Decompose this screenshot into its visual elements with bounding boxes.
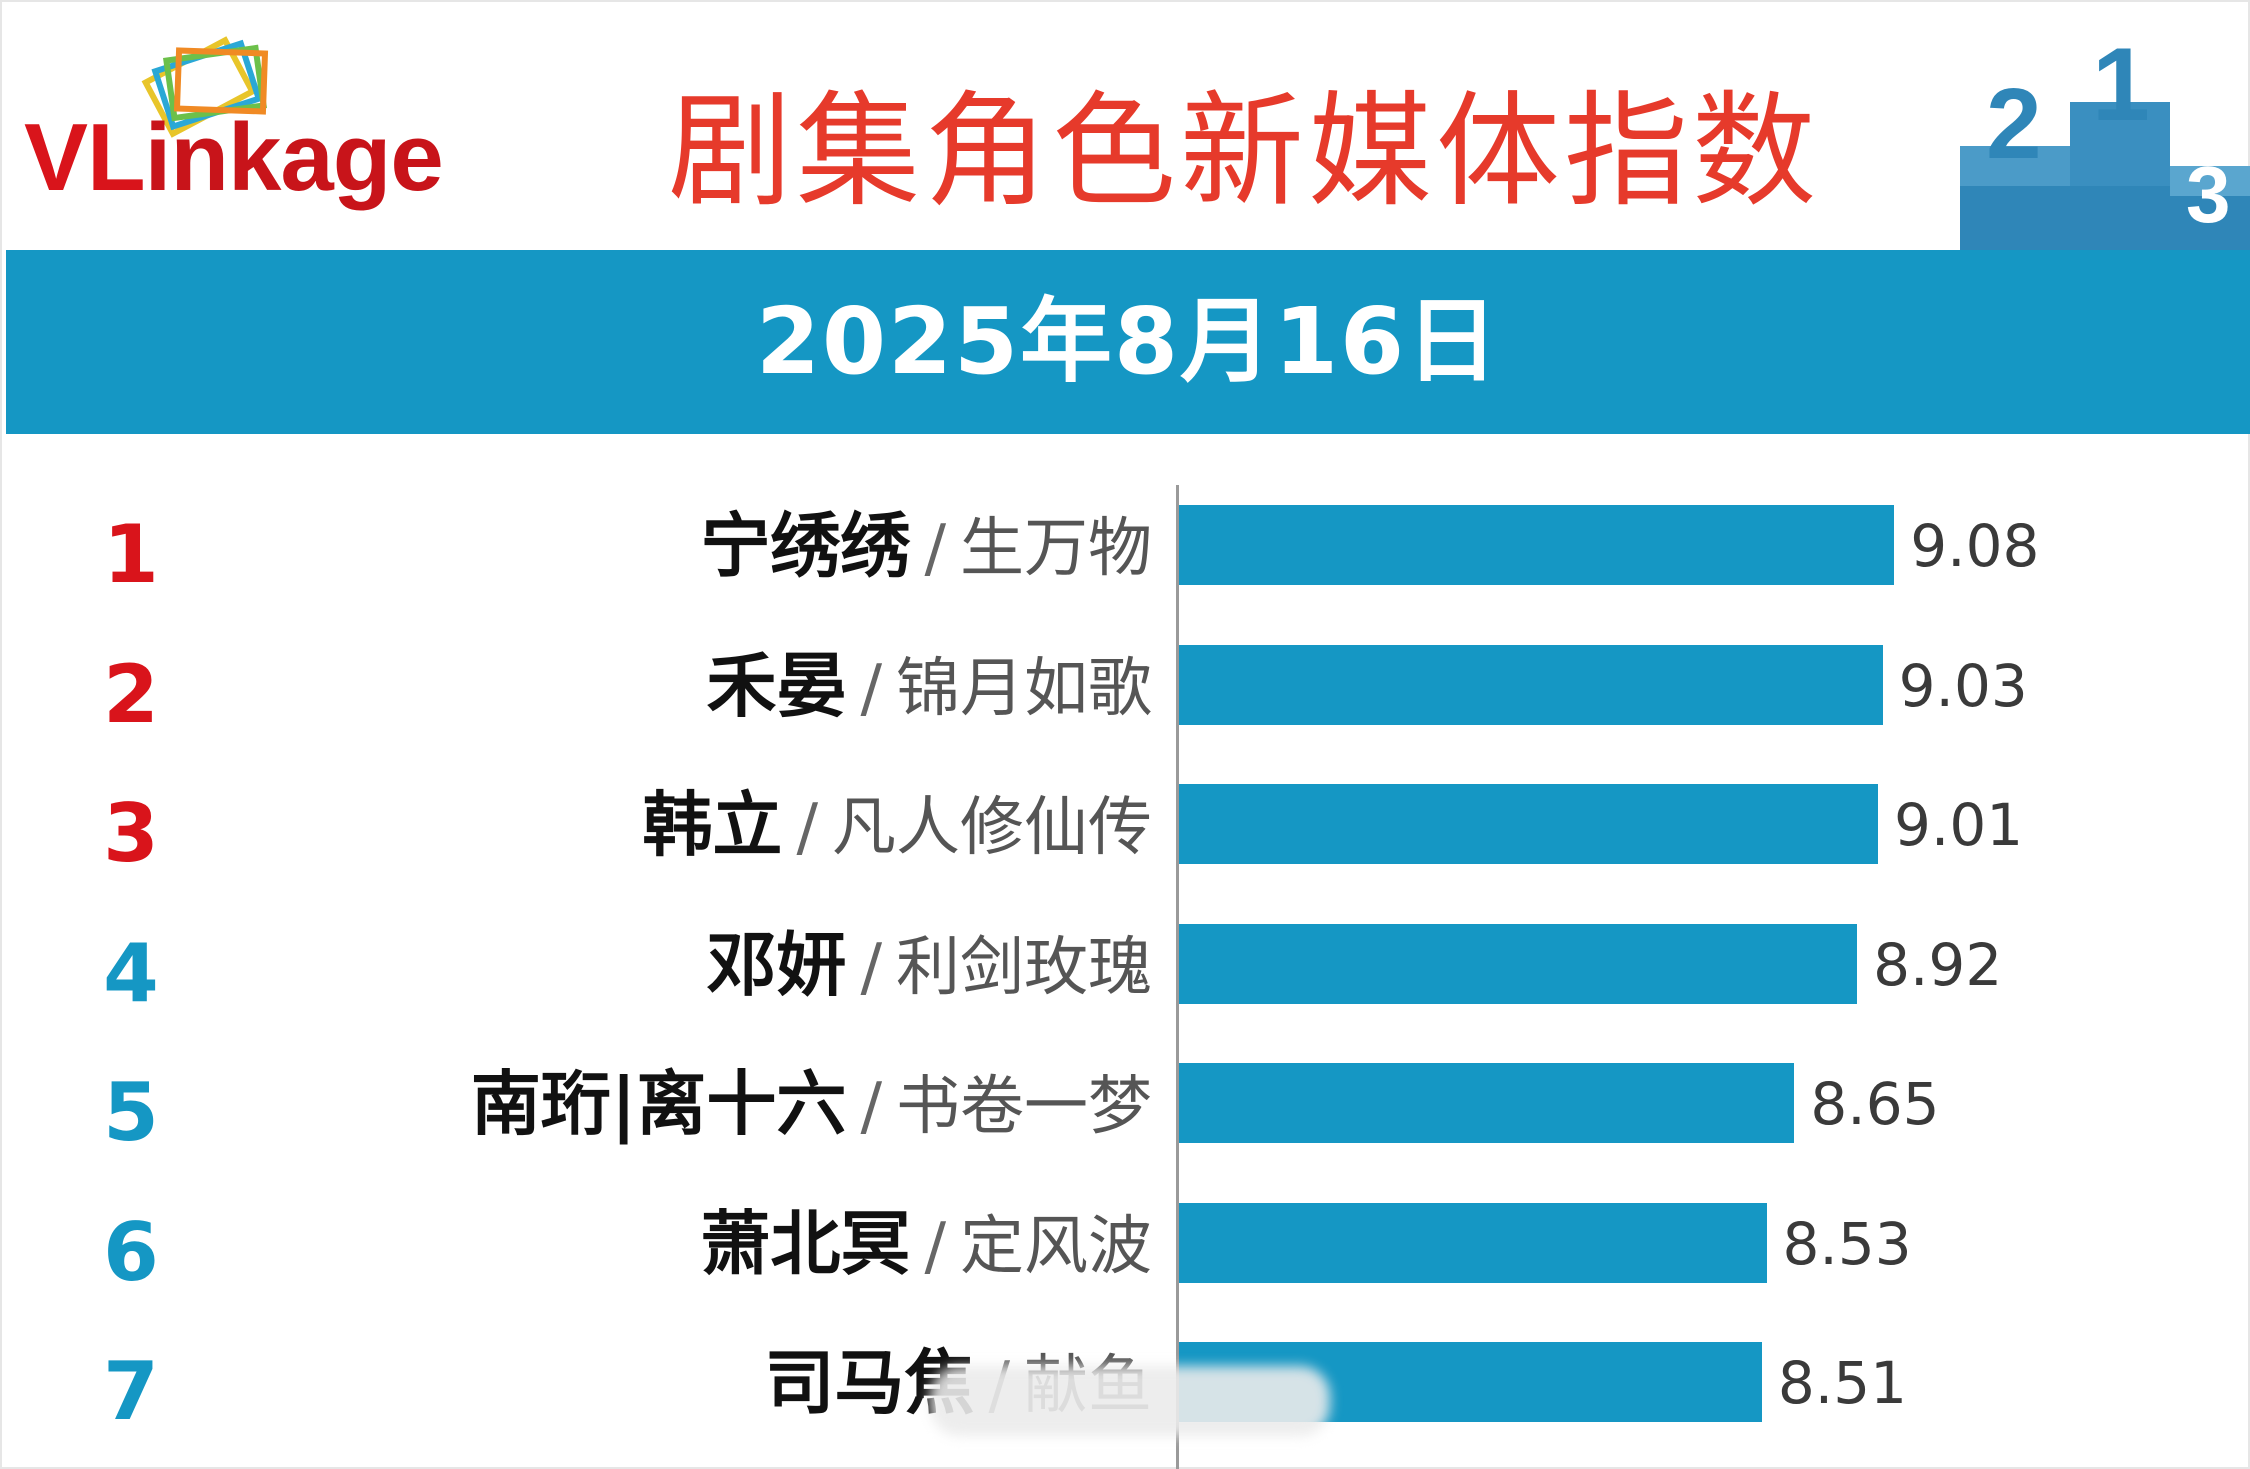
page-title: 剧集角色新媒体指数 — [668, 80, 1821, 224]
label-separator: / — [796, 791, 818, 865]
rank-number: 3 — [103, 787, 159, 880]
bar-label: 南珩|离十六 / 书卷一梦 — [471, 1069, 1152, 1139]
logo-wordmark: VLinkage — [24, 110, 444, 206]
vlinkage-logo: VLinkage — [24, 28, 494, 208]
logo-suffix: inkage — [144, 104, 444, 211]
drama-name: 书卷一梦 — [896, 1070, 1152, 1144]
data-label: 8.65 — [1810, 1070, 1940, 1138]
svg-text:3: 3 — [2186, 150, 2231, 239]
drama-name: 凡人修仙传 — [832, 791, 1152, 865]
rank-number: 1 — [103, 508, 159, 601]
data-label: 8.53 — [1782, 1209, 1912, 1278]
drama-name: 生万物 — [960, 512, 1152, 586]
data-label: 8.51 — [1777, 1349, 1908, 1417]
drama-name: 利剑玫瑰 — [896, 930, 1152, 1005]
podium-icon: 2 1 3 — [1960, 36, 2250, 250]
bar — [1179, 505, 1895, 585]
data-label: 9.03 — [1898, 651, 2028, 720]
date-band: 2025年8月16日 — [6, 250, 2250, 434]
label-separator: / — [924, 1209, 946, 1284]
character-name: 宁绣绣 — [700, 505, 911, 587]
svg-text:2: 2 — [1986, 68, 2042, 180]
label-separator: / — [860, 1070, 882, 1144]
rank-number: 2 — [103, 647, 159, 741]
bar-label: 邓妍 / 利剑玫瑰 — [706, 930, 1152, 1000]
svg-text:1: 1 — [2092, 36, 2150, 143]
data-label: 8.92 — [1873, 930, 2003, 999]
logo-cards-icon — [141, 36, 269, 138]
ranking-bar-chart: 1 宁绣绣 / 生万物 9.08 2 禾晏 / 锦月如歌 9.03 3 韩立 / 凡人修仙传 9.01 4 邓妍… — [0, 470, 2250, 1469]
bar-label: 宁绣绣 / 生万物 — [700, 511, 1152, 581]
character-name: 萧北冥 — [700, 1202, 911, 1285]
bar-label: 韩立 / 凡人修仙传 — [642, 790, 1152, 860]
character-name: 邓妍 — [706, 923, 847, 1006]
bar — [1179, 644, 1883, 725]
bar — [1179, 923, 1858, 1004]
rank-number: 4 — [103, 926, 159, 1020]
drama-name: 定风波 — [960, 1209, 1152, 1284]
label-separator: / — [924, 512, 946, 586]
label-separator: / — [860, 930, 882, 1005]
bar — [1179, 784, 1878, 864]
drama-name: 锦月如歌 — [896, 651, 1152, 726]
chart-axis-line — [1176, 485, 1179, 1469]
character-name: 禾晏 — [706, 644, 847, 727]
data-label: 9.01 — [1894, 791, 2024, 859]
logo-prefix: VL — [24, 104, 146, 211]
rank-number: 5 — [103, 1066, 159, 1159]
bar-label: 禾晏 / 锦月如歌 — [706, 651, 1152, 721]
label-separator: / — [860, 651, 882, 726]
character-name: 韩立 — [642, 784, 783, 866]
bar — [1179, 1202, 1767, 1283]
data-label: 9.08 — [1910, 512, 2040, 580]
rank-number: 6 — [103, 1205, 159, 1299]
watermark-blur — [930, 1366, 1330, 1436]
rank-number: 7 — [103, 1345, 159, 1438]
report-date: 2025年8月16日 — [755, 288, 1501, 395]
character-name: 南珩|离十六 — [470, 1063, 847, 1145]
bar-label: 萧北冥 / 定风波 — [700, 1209, 1152, 1279]
bar — [1179, 1063, 1795, 1143]
